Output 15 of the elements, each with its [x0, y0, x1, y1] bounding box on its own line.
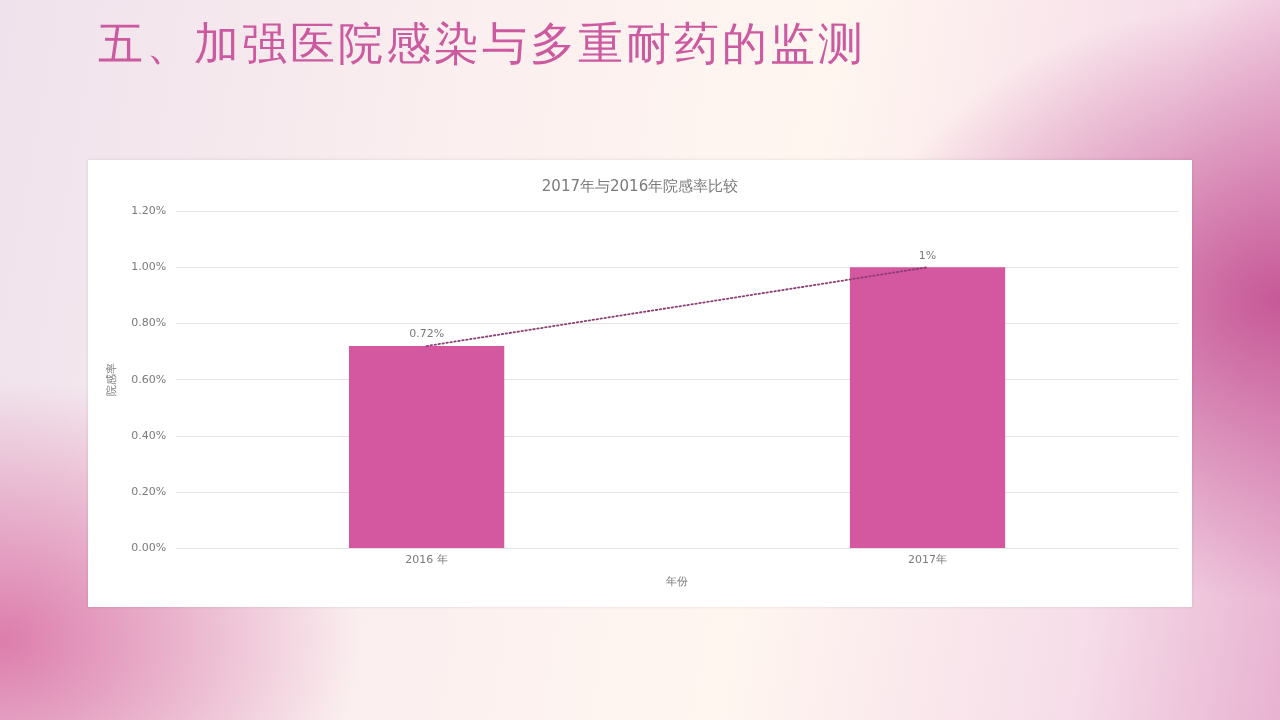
y-tick-label: 0.80% — [131, 316, 167, 330]
x-tick-label: 2016 年 — [405, 553, 448, 567]
chart-subtitle: 2017年与2016年院感率比较 — [541, 176, 739, 195]
chart-title: 五、加强医院感染与多重耐药的监测 — [98, 16, 866, 72]
y-tick-label: 0.60% — [131, 372, 167, 386]
y-tick-label: 1.20% — [131, 203, 167, 217]
y-tick-label: 1.00% — [131, 260, 167, 274]
y-tick-label: 0.20% — [131, 485, 167, 499]
y-axis-title: 院感率 — [105, 363, 119, 397]
y-tick-label: 0.40% — [131, 428, 167, 442]
x-axis-title: 年份 — [666, 575, 689, 589]
data-label: 0.72% — [409, 327, 445, 341]
data-label: 1% — [918, 248, 937, 262]
y-tick-label: 0.00% — [131, 541, 167, 555]
x-tick-label: 2017年 — [908, 553, 948, 567]
